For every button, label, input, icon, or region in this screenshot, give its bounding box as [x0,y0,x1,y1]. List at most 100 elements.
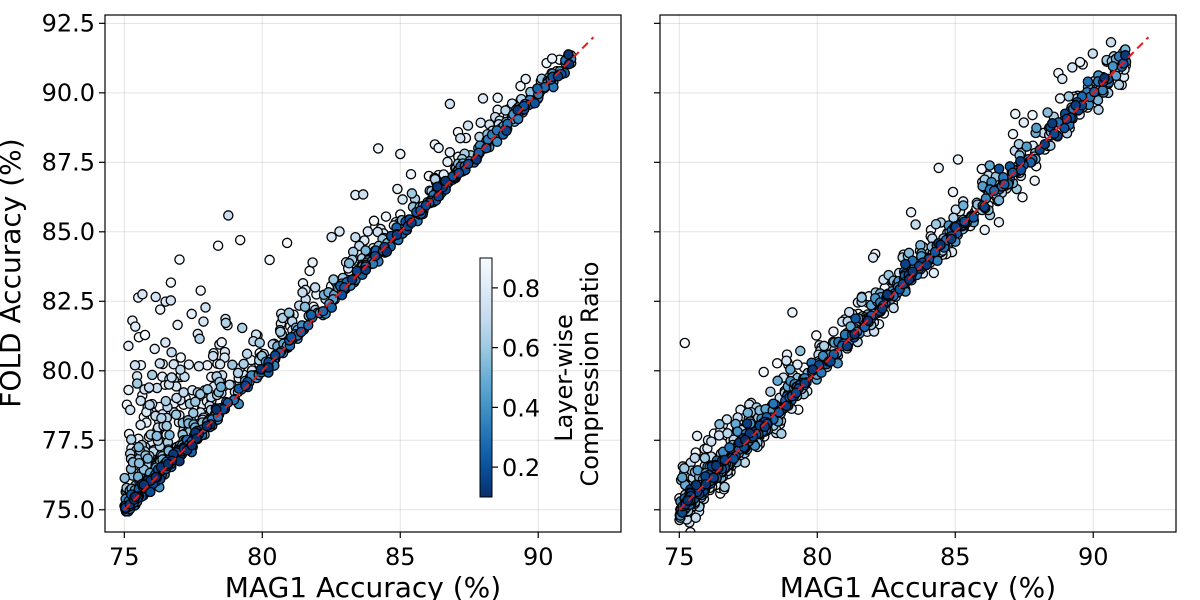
data-point [444,98,456,110]
data-point [1007,128,1019,140]
data-point [406,188,418,199]
data-point [1107,61,1119,72]
data-point [724,442,735,453]
data-point [477,93,489,104]
data-point [1018,117,1030,128]
data-point [947,186,959,198]
data-point [993,163,1005,175]
data-point [1063,91,1075,102]
data-point [828,326,839,337]
data-point [283,307,295,319]
data-point [792,359,803,370]
data-point [818,340,830,352]
data-point [679,337,691,349]
data-point [405,168,417,180]
right-data-points [674,37,1132,532]
data-point [930,218,942,230]
data-point [785,364,796,375]
data-point [1082,76,1094,87]
data-point [462,120,474,131]
data-point [772,375,783,387]
data-point [928,267,940,279]
y-tick-label: 82.5 [42,287,95,315]
colorbar-ticks: 0.2 0.4 0.6 0.8 [492,275,540,482]
data-point [1067,62,1078,73]
data-point [309,282,321,293]
data-point [406,217,417,229]
data-point [362,226,374,237]
data-point [351,265,363,277]
data-point [993,195,1005,206]
data-point [135,395,146,407]
data-point [131,378,143,389]
data-point [166,372,177,383]
data-point [151,430,163,442]
data-point [432,181,443,193]
data-point [334,226,345,237]
data-point [281,237,293,249]
y-tick-label: 80.0 [42,357,95,385]
data-point [455,132,466,144]
data-point [999,178,1010,190]
x-tick-label: 85 [940,543,971,571]
data-point [1113,79,1125,91]
data-point [234,234,246,246]
data-point [993,216,1005,228]
data-point [202,360,213,371]
data-point [679,463,690,474]
data-point [1010,108,1021,120]
data-point [1021,141,1032,152]
x-tick-label: 75 [664,543,695,571]
data-point [326,231,337,243]
data-point [156,412,167,424]
data-point [471,154,482,165]
data-point [1057,73,1068,85]
data-point [442,156,453,168]
left-x-axis-label: MAG1 Accuracy (%) [225,571,501,600]
colorbar-tick-label: 0.4 [502,394,540,422]
data-point [372,143,384,154]
data-point [905,207,917,218]
data-point [719,481,730,493]
data-point [317,305,329,317]
data-point [515,80,526,92]
data-point [119,472,130,484]
data-point [807,364,819,375]
data-point [275,326,286,338]
data-point [160,337,171,348]
data-point [232,367,244,379]
data-point [1087,48,1099,59]
data-point [305,309,317,321]
y-tick-label: 75.0 [42,496,95,524]
x-tick-label: 80 [247,543,278,571]
data-point [175,364,186,375]
data-point [676,472,688,483]
data-point [149,343,160,355]
data-point [326,302,338,313]
data-point [170,409,182,420]
data-point [935,239,946,251]
colorbar-tick-label: 0.8 [502,275,540,303]
data-point [130,491,141,502]
data-point [172,319,183,331]
data-point [133,457,145,469]
data-point [910,219,921,230]
data-point [175,352,187,363]
data-point [146,369,158,381]
data-point [741,418,753,429]
data-point [130,321,141,332]
data-point [186,308,197,320]
data-point [297,287,308,298]
data-point [867,252,879,263]
data-point [475,117,486,128]
data-point [1042,107,1053,118]
data-point [360,245,371,256]
data-point [433,142,444,154]
data-point [124,404,136,416]
x-tick-label: 90 [1078,543,1109,571]
right-plot-frame [659,14,1177,533]
data-point [215,381,227,393]
data-point [710,460,722,471]
data-point [397,194,408,205]
